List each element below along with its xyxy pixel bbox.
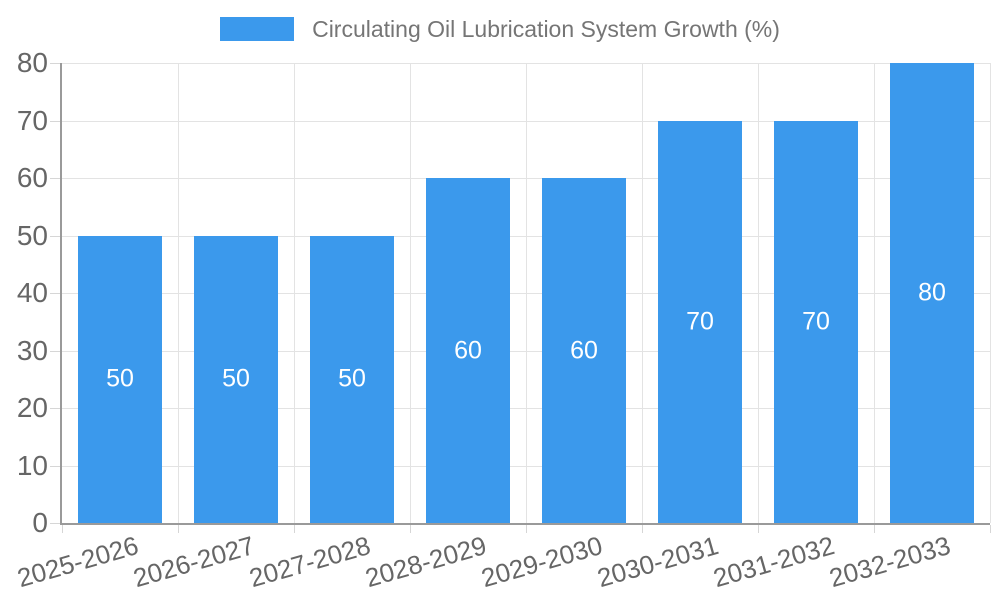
bar[interactable] (426, 178, 510, 523)
x-tick-mark (990, 525, 991, 533)
y-axis-tick-label: 30 (16, 334, 48, 366)
v-gridline (294, 63, 295, 523)
v-gridline (758, 63, 759, 523)
y-axis-tick-label: 60 (16, 162, 48, 193)
y-tick-mark (50, 408, 62, 409)
y-tick-mark (50, 465, 62, 467)
y-axis-tick-label: 70 (16, 104, 48, 136)
y-axis-tick-label: 0 (32, 507, 48, 538)
y-tick-mark (50, 523, 62, 524)
y-tick-mark (50, 293, 62, 294)
v-gridline (642, 63, 643, 523)
bar-value-label: 80 (918, 278, 946, 307)
v-gridline (526, 63, 527, 523)
bar-value-label: 50 (338, 364, 366, 393)
bar[interactable] (658, 120, 742, 523)
x-axis-line (60, 523, 990, 525)
x-tick-mark (294, 525, 295, 533)
v-gridline (410, 63, 411, 523)
y-axis-tick-label: 50 (16, 219, 48, 251)
y-axis-tick-label: 40 (16, 277, 48, 308)
x-tick-mark (642, 525, 643, 533)
x-axis-category-label: 2025-2026 (13, 530, 142, 594)
y-tick-mark (50, 178, 62, 179)
y-tick-mark (50, 350, 62, 352)
y-axis-line (60, 63, 62, 525)
x-axis-category-label: 2027-2028 (245, 530, 374, 594)
y-tick-mark (50, 120, 62, 122)
bar-value-label: 70 (802, 307, 830, 336)
x-axis-category-label: 2029-2030 (477, 530, 606, 594)
bar-value-label: 60 (454, 336, 482, 364)
x-axis-category-label: 2030-2031 (593, 530, 722, 594)
y-axis-tick-label: 80 (16, 47, 48, 78)
bar[interactable] (310, 235, 394, 523)
x-axis-category-label: 2026-2027 (129, 530, 258, 594)
y-axis-tick-label: 20 (16, 392, 48, 423)
bar-value-label: 50 (222, 364, 250, 393)
x-axis-category-label: 2031-2032 (709, 530, 838, 594)
x-tick-mark (758, 525, 759, 533)
x-tick-mark (62, 525, 63, 533)
y-axis-tick-label: 10 (16, 449, 48, 481)
x-tick-mark (410, 525, 411, 533)
y-tick-mark (50, 235, 62, 237)
x-axis-category-label: 2028-2029 (361, 530, 490, 594)
v-gridline (990, 63, 991, 523)
chart-legend[interactable]: Circulating Oil Lubrication System Growt… (0, 17, 1000, 41)
bar[interactable] (542, 178, 626, 523)
bar-value-label: 70 (686, 307, 714, 336)
y-tick-mark (50, 63, 62, 64)
legend-label: Circulating Oil Lubrication System Growt… (312, 15, 780, 42)
x-tick-mark (178, 525, 179, 533)
x-tick-mark (874, 525, 875, 533)
bar[interactable] (78, 235, 162, 523)
bar-value-label: 60 (570, 336, 598, 364)
v-gridline (178, 63, 179, 523)
x-axis-category-label: 2032-2033 (825, 530, 954, 594)
x-tick-mark (526, 525, 527, 533)
bar[interactable] (890, 63, 974, 523)
bar[interactable] (194, 235, 278, 523)
bar[interactable] (774, 120, 858, 523)
legend-swatch-icon (220, 17, 295, 41)
bar-value-label: 50 (106, 364, 134, 393)
v-gridline (874, 63, 875, 523)
